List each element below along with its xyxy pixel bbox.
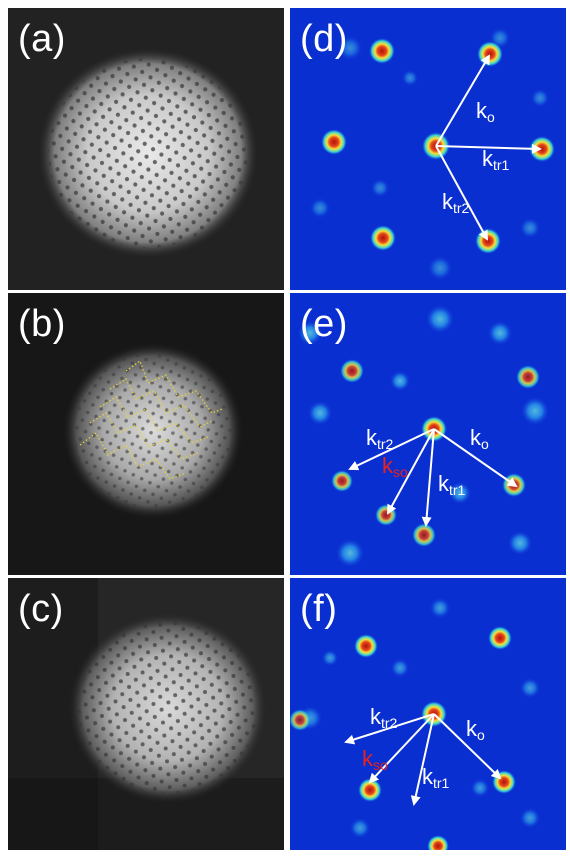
vector-arrow [368,713,435,784]
vector-label-ktr2: ktr2 [366,425,394,452]
panel-label: (b) [18,303,66,345]
spot [412,523,436,547]
spot [370,225,396,251]
vector-arrow [410,713,435,806]
panel-b: (b) [8,293,284,575]
panel-d: (d) ko ktr1 ktr2 [290,8,566,290]
vector-label-ko: ko [470,425,489,452]
panel-f: (f) ktr2 kso ko ktr1 [290,578,566,850]
spot [488,626,512,650]
panel-d-spectrum [290,8,566,290]
vector-label-ko: ko [476,98,495,125]
vector-label-ktr2: ktr2 [370,704,398,731]
vector-arrow [348,428,435,471]
panel-label: (e) [300,303,348,345]
spot [321,129,347,155]
panel-label: (c) [18,588,64,630]
spot [375,504,397,526]
spot [358,778,382,802]
vector-label-ko: ko [466,716,485,743]
spot [475,228,501,254]
vector-arrow [435,145,488,241]
vector-arrow [433,713,502,780]
panel-f-spectrum [290,578,566,850]
panel-label: (d) [300,18,348,60]
panel-b-image [8,293,284,575]
panel-c: (c) [8,578,284,850]
panel-label: (f) [300,588,338,630]
spot [331,470,353,492]
spot [477,41,503,67]
spot [369,38,395,64]
vector-label-ktr1: ktr1 [422,764,450,791]
spot [529,136,555,162]
vector-arrow [433,428,518,488]
vector-arrow [387,428,435,515]
panel-e-spectrum [290,293,566,575]
vector-label-kso: kso [382,453,408,480]
spot [516,365,540,389]
panel-a-image [8,8,284,290]
vector-label-ktr1: ktr1 [482,146,510,173]
vector-arrow [421,428,435,527]
vector-arrow [435,54,491,147]
vector-arrow [344,713,435,745]
spot [340,359,364,383]
vector-label-ktr2: ktr2 [442,189,470,216]
panel-a: (a) [8,8,284,290]
spot [290,709,311,731]
panel-e: (e) ktr2 kso ko ktr1 [290,293,566,575]
vector-arrow [435,143,542,154]
panel-c-image [8,578,284,850]
spot [354,634,378,658]
vector-label-kso: kso [362,746,388,773]
spot [427,835,449,850]
panel-label: (a) [18,18,66,60]
vector-label-ktr1: ktr1 [438,471,466,498]
